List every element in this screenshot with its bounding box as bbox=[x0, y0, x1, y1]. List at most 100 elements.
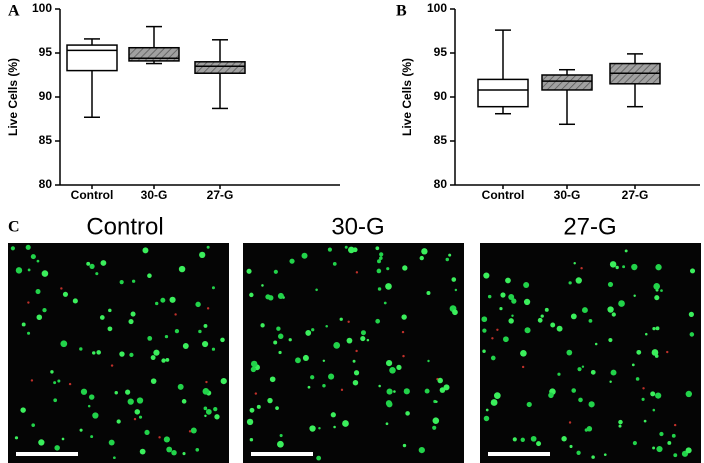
cell bbox=[496, 328, 499, 331]
x-tick-label: 30-G bbox=[554, 188, 581, 202]
cell bbox=[481, 316, 488, 323]
cell bbox=[580, 267, 583, 270]
cell bbox=[561, 436, 567, 442]
box bbox=[194, 61, 246, 74]
cell bbox=[566, 349, 573, 356]
cell bbox=[174, 329, 180, 334]
cell bbox=[483, 272, 490, 279]
cell bbox=[609, 380, 612, 383]
cell bbox=[53, 381, 57, 385]
cell bbox=[557, 372, 561, 376]
cell bbox=[330, 412, 336, 418]
cell bbox=[523, 298, 531, 306]
cell bbox=[322, 359, 326, 363]
cell bbox=[133, 417, 137, 421]
cell bbox=[389, 367, 396, 374]
cell bbox=[86, 261, 91, 266]
cell bbox=[432, 417, 440, 424]
cell bbox=[632, 441, 637, 446]
cell bbox=[310, 375, 315, 380]
cell bbox=[213, 407, 218, 412]
cell bbox=[15, 267, 23, 274]
cell bbox=[275, 406, 279, 411]
cell bbox=[581, 365, 585, 368]
cell bbox=[556, 325, 563, 332]
cell bbox=[618, 300, 625, 307]
cell bbox=[353, 370, 360, 376]
cell bbox=[426, 290, 431, 295]
cell bbox=[31, 423, 36, 427]
cell bbox=[385, 360, 393, 367]
cell bbox=[588, 318, 593, 323]
cell bbox=[92, 412, 99, 419]
cell bbox=[99, 315, 105, 320]
cell bbox=[147, 273, 152, 278]
cell bbox=[386, 267, 390, 271]
cell bbox=[277, 292, 284, 300]
cell bbox=[652, 408, 656, 412]
cell bbox=[27, 301, 30, 304]
cell bbox=[570, 313, 577, 320]
cell bbox=[385, 283, 392, 290]
cell bbox=[147, 336, 151, 339]
cell bbox=[355, 271, 359, 274]
cell bbox=[128, 318, 134, 325]
cell bbox=[418, 446, 425, 454]
cell bbox=[269, 376, 276, 383]
cell bbox=[594, 342, 598, 346]
cell bbox=[60, 340, 68, 348]
cell bbox=[576, 450, 581, 455]
cell bbox=[386, 388, 393, 395]
cell bbox=[631, 363, 635, 367]
cell bbox=[544, 307, 549, 312]
cell bbox=[38, 439, 45, 446]
cell bbox=[503, 336, 509, 343]
cell bbox=[108, 439, 115, 446]
cell bbox=[654, 354, 659, 358]
cell bbox=[568, 281, 572, 285]
y-tick-label: 80 bbox=[434, 177, 448, 191]
cell bbox=[591, 455, 595, 459]
cell bbox=[655, 326, 660, 331]
cell bbox=[403, 388, 410, 395]
cell bbox=[347, 320, 350, 323]
cell bbox=[174, 313, 177, 316]
cell bbox=[512, 437, 517, 442]
cell bbox=[655, 264, 662, 271]
cell bbox=[267, 397, 273, 404]
cell bbox=[246, 418, 254, 426]
cell bbox=[10, 246, 15, 251]
cell bbox=[448, 253, 452, 257]
cell bbox=[305, 330, 312, 336]
cell bbox=[445, 257, 450, 262]
cell bbox=[50, 370, 54, 374]
cell bbox=[650, 391, 656, 397]
cell bbox=[610, 369, 617, 376]
cell bbox=[500, 292, 506, 298]
cell bbox=[100, 260, 107, 266]
cell bbox=[352, 359, 356, 363]
cell bbox=[249, 437, 254, 442]
cell bbox=[581, 307, 588, 314]
scale-bar bbox=[251, 452, 313, 456]
cell bbox=[250, 360, 258, 368]
cell bbox=[246, 268, 252, 274]
cell bbox=[315, 288, 318, 292]
x-tick-label: Control bbox=[71, 188, 114, 202]
cell bbox=[256, 404, 261, 409]
cell bbox=[190, 427, 197, 434]
cell bbox=[203, 323, 208, 328]
cell bbox=[689, 332, 695, 337]
cell bbox=[490, 355, 496, 361]
cell bbox=[178, 265, 186, 273]
panel-label: B bbox=[396, 3, 407, 20]
y-tick-label: 90 bbox=[39, 89, 53, 103]
cell bbox=[153, 349, 160, 356]
cell bbox=[584, 428, 589, 432]
cell bbox=[521, 365, 525, 369]
scale-bar bbox=[488, 452, 550, 456]
cell bbox=[402, 354, 405, 358]
cell bbox=[483, 415, 490, 422]
cell bbox=[332, 261, 337, 266]
cell bbox=[250, 366, 257, 373]
